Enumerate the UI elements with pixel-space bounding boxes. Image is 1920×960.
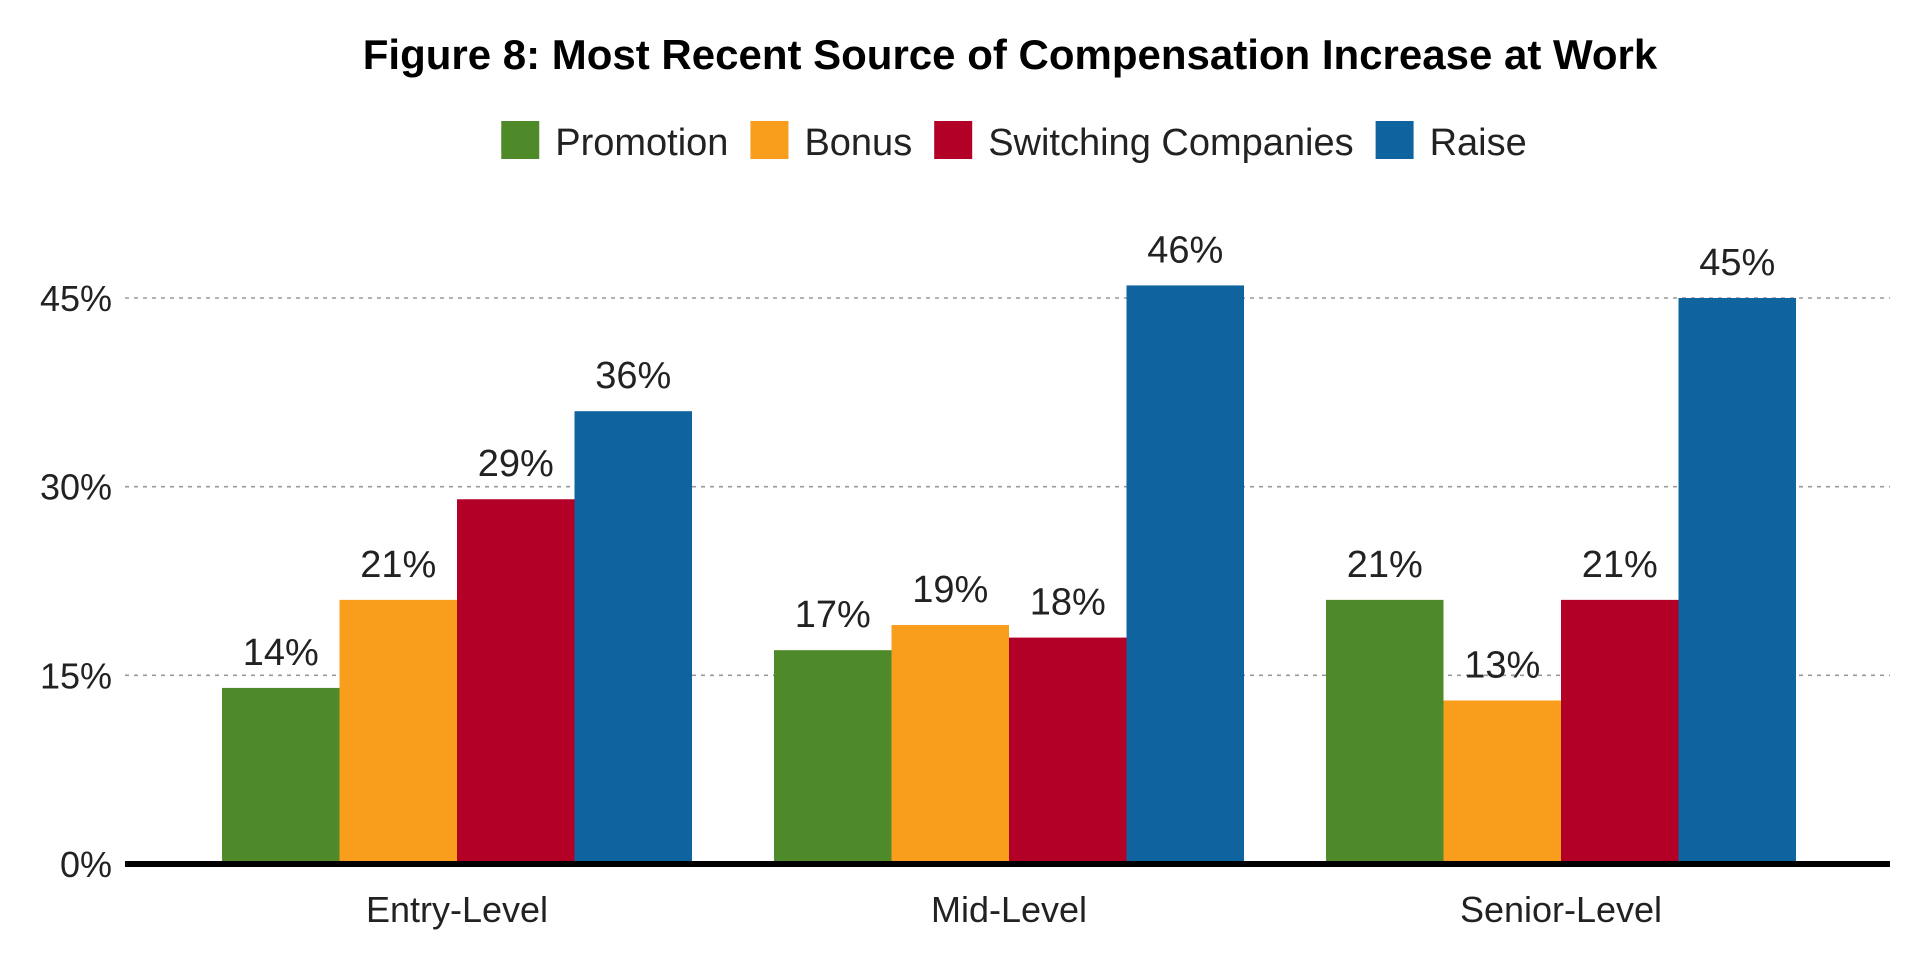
data-label: 14% (243, 632, 319, 674)
bar-promotion (1326, 599, 1444, 864)
bar-promotion (774, 650, 892, 864)
x-tick-label: Entry-Level (366, 889, 548, 930)
legend-item: Raise (1375, 121, 1527, 164)
y-axis: 0% 15% 30% 45% (40, 278, 112, 885)
data-label: 29% (478, 443, 554, 485)
chart-title: Figure 8: Most Recent Source of Compensa… (363, 31, 1658, 78)
x-tick-label: Senior-Level (1460, 889, 1662, 930)
legend-label: Bonus (804, 122, 912, 164)
bar-promotion (222, 687, 340, 864)
bar-bonus (891, 625, 1009, 864)
legend-swatch (934, 121, 973, 159)
bar-switching-companies (1009, 637, 1127, 864)
bar-series (222, 285, 1796, 864)
data-label: 21% (360, 544, 436, 586)
data-label: 36% (595, 355, 671, 397)
legend-swatch (750, 121, 789, 159)
legend-item: Promotion (501, 121, 728, 164)
y-tick-label: 0% (60, 844, 112, 885)
x-tick-label: Mid-Level (931, 889, 1087, 930)
y-tick-label: 30% (40, 467, 112, 508)
legend-label: Promotion (555, 122, 728, 164)
data-label: 13% (1464, 644, 1540, 686)
data-label: 45% (1699, 242, 1775, 284)
data-label: 21% (1582, 544, 1658, 586)
bar-switching-companies (457, 499, 575, 864)
legend-item: Switching Companies (934, 121, 1354, 164)
bar-raise (574, 411, 692, 864)
legend: Promotion Bonus Switching Companies Raise (501, 121, 1527, 164)
data-label: 46% (1147, 229, 1223, 271)
bar-bonus (339, 599, 457, 864)
data-label: 19% (912, 569, 988, 611)
data-label: 17% (795, 594, 871, 636)
bar-bonus (1443, 700, 1561, 864)
data-label: 18% (1030, 582, 1106, 624)
legend-label: Raise (1430, 122, 1527, 164)
bar-raise (1126, 285, 1244, 864)
data-label: 21% (1347, 544, 1423, 586)
bar-switching-companies (1561, 599, 1679, 864)
bar-raise (1678, 298, 1796, 864)
legend-item: Bonus (750, 121, 912, 164)
x-axis: Entry-Level Mid-Level Senior-Level (366, 889, 1662, 930)
y-tick-label: 15% (40, 655, 112, 696)
data-labels: 14% 21% 29% 36% 17% 19% 18% 46% 21% 13% 21% 45% (243, 229, 1776, 686)
legend-label: Switching Companies (988, 122, 1353, 164)
legend-swatch (501, 121, 540, 159)
legend-swatch (1375, 121, 1414, 159)
y-tick-label: 45% (40, 278, 112, 319)
